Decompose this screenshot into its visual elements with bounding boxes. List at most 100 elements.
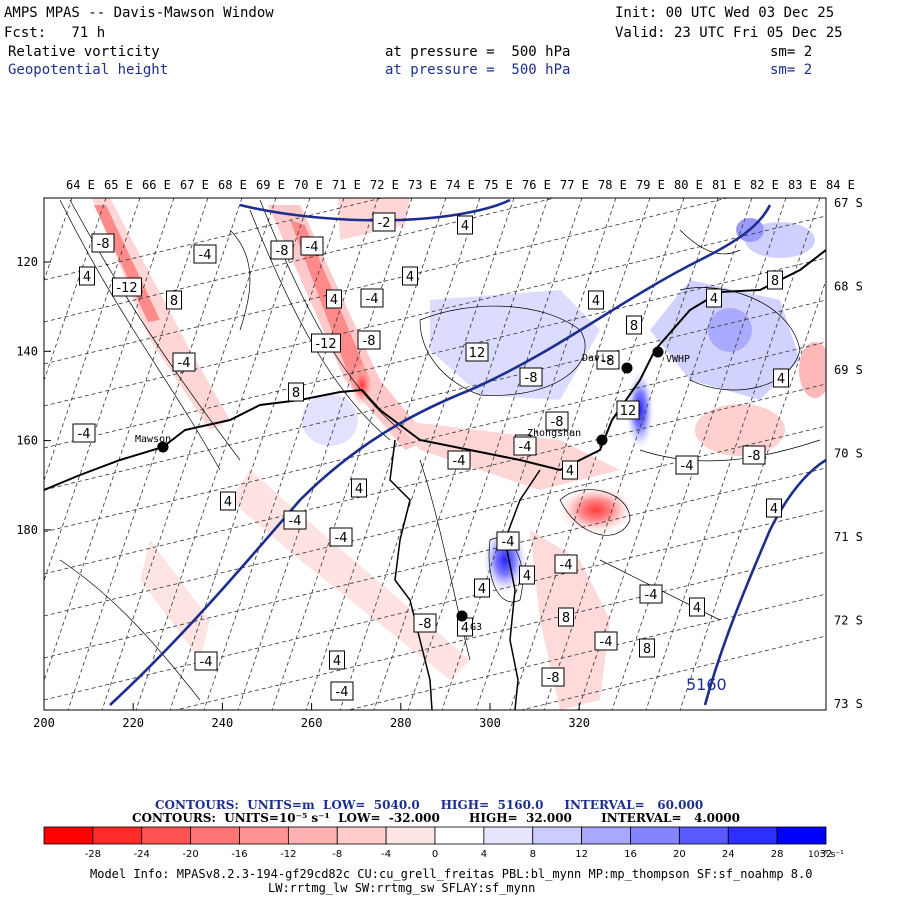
svg-text:8: 8 bbox=[170, 294, 178, 309]
station-zhongshan: Zhongshan bbox=[527, 428, 608, 446]
svg-text:Zhongshan: Zhongshan bbox=[527, 428, 581, 439]
svg-text:-4: -4 bbox=[645, 588, 658, 603]
lon-label: 75 E bbox=[484, 178, 513, 192]
lat-label: 68 S bbox=[834, 280, 863, 294]
colorbar-tick-label: 8 bbox=[530, 849, 536, 860]
vorticity-label: 4 bbox=[588, 290, 604, 310]
vorticity-label: 4 bbox=[474, 578, 490, 598]
svg-text:-8: -8 bbox=[748, 449, 761, 464]
svg-text:-4: -4 bbox=[502, 535, 515, 550]
vorticity-label: 8 bbox=[767, 270, 783, 290]
colorbar-swatch bbox=[141, 826, 192, 845]
vorticity-label: 12 bbox=[465, 342, 489, 362]
vorticity-label: -8 bbox=[413, 613, 437, 633]
colorbar-swatch bbox=[483, 826, 534, 845]
colorbar-units: 10⁻⁵ s⁻¹ bbox=[808, 850, 844, 860]
y-axis-ticks: 120 140 160 180 bbox=[16, 255, 51, 537]
svg-text:-12: -12 bbox=[116, 281, 137, 296]
lat-label: 73 S bbox=[834, 697, 863, 711]
vorticity-label: 4 bbox=[351, 478, 367, 498]
vorticity-label: -4 bbox=[194, 651, 218, 671]
svg-text:8: 8 bbox=[643, 642, 651, 657]
svg-text:8: 8 bbox=[292, 386, 300, 401]
lon-label: 79 E bbox=[636, 178, 665, 192]
x-tick-label: 220 bbox=[122, 716, 144, 730]
x-tick-label: 200 bbox=[33, 716, 55, 730]
lon-label: 76 E bbox=[522, 178, 551, 192]
colorbar-tick-label: 0 bbox=[432, 849, 438, 860]
svg-text:4: 4 bbox=[83, 270, 91, 285]
colorbar-swatch bbox=[776, 826, 827, 845]
field1-smoothing: sm= 2 bbox=[770, 44, 813, 60]
svg-text:-8: -8 bbox=[363, 334, 376, 349]
stations: Mawson Davis VWHP Zhongshan G3 bbox=[135, 346, 690, 633]
x-tick-label: 300 bbox=[479, 716, 501, 730]
svg-text:4: 4 bbox=[592, 294, 600, 309]
colorbar-tick-label: 4 bbox=[481, 849, 487, 860]
graticule bbox=[44, 198, 826, 710]
vorticity-label: -8 bbox=[742, 445, 766, 465]
vorticity-label: 8 bbox=[166, 290, 182, 310]
colorbar-tick-label: 24 bbox=[722, 849, 735, 860]
vorticity-label: -4 bbox=[554, 554, 578, 574]
lon-label: 70 E bbox=[294, 178, 323, 192]
y-tick-label: 120 bbox=[16, 255, 38, 269]
vorticity-label: 4 bbox=[689, 597, 705, 617]
vorticity-label: 4 bbox=[457, 215, 473, 235]
vorticity-label: 4 bbox=[329, 650, 345, 670]
lon-label: 71 E bbox=[332, 178, 361, 192]
model-title: AMPS MPAS -- Davis-Mawson Window bbox=[4, 5, 274, 21]
vorticity-label: 4 bbox=[79, 266, 95, 286]
colorbar-swatch bbox=[532, 826, 583, 845]
lat-label: 70 S bbox=[834, 447, 863, 461]
lon-label: 77 E bbox=[560, 178, 589, 192]
init-time: Init: 00 UTC Wed 03 Dec 25 bbox=[615, 5, 835, 21]
svg-text:4: 4 bbox=[333, 654, 341, 669]
vorticity-label: -4 bbox=[447, 450, 471, 470]
x-tick-label: 260 bbox=[301, 716, 323, 730]
colorbar-tick-label: 16 bbox=[624, 849, 637, 860]
svg-text:-4: -4 bbox=[600, 635, 613, 650]
svg-text:4: 4 bbox=[406, 270, 414, 285]
svg-text:-8: -8 bbox=[419, 617, 432, 632]
svg-text:12: 12 bbox=[620, 404, 637, 419]
station-davis: Davis bbox=[582, 353, 633, 374]
vorticity-label: -4 bbox=[300, 236, 324, 256]
valid-time: Valid: 23 UTC Fri 05 Dec 25 bbox=[615, 25, 843, 41]
colorbar-swatch bbox=[239, 826, 289, 845]
svg-text:G3: G3 bbox=[470, 622, 482, 633]
station-g3: G3 bbox=[456, 610, 482, 633]
vorticity-label: 8 bbox=[288, 382, 304, 402]
lon-label: 83 E bbox=[788, 178, 817, 192]
longitude-labels: 64 E 65 E 66 E 67 E 68 E 69 E 70 E 71 E 72 E 73 E… bbox=[66, 178, 855, 192]
height-contour-label: 5160 bbox=[686, 675, 727, 694]
svg-text:-4: -4 bbox=[681, 459, 694, 474]
colorbar-tick-label: 20 bbox=[673, 849, 686, 860]
svg-text:-2: -2 bbox=[378, 216, 391, 231]
lon-label: 74 E bbox=[446, 178, 475, 192]
lon-label: 64 E bbox=[66, 178, 95, 192]
svg-text:12: 12 bbox=[469, 346, 486, 361]
svg-text:4: 4 bbox=[777, 372, 785, 387]
vorticity-label: -4 bbox=[594, 631, 618, 651]
svg-text:8: 8 bbox=[771, 274, 779, 289]
svg-text:-4: -4 bbox=[453, 454, 466, 469]
vorticity-labels: -8 -12 -4 4 8 -8 -4 4 -12 -4 -8 -4 8 -2 4 4 4 8 4 8 -4 12 -8 -8… bbox=[72, 212, 789, 701]
svg-text:-8: -8 bbox=[525, 371, 538, 386]
svg-text:Mawson: Mawson bbox=[135, 434, 171, 445]
coastline bbox=[44, 249, 826, 710]
lon-label: 73 E bbox=[408, 178, 437, 192]
colorbar-swatch bbox=[581, 826, 631, 845]
vorticity-label: 4 bbox=[402, 266, 418, 286]
svg-text:8: 8 bbox=[630, 319, 638, 334]
svg-text:-8: -8 bbox=[551, 415, 564, 430]
vorticity-label: -4 bbox=[330, 681, 354, 701]
field2-level: at pressure = 500 hPa bbox=[385, 62, 571, 78]
vorticity-label: -4 bbox=[360, 288, 384, 308]
lon-label: 84 E bbox=[826, 178, 855, 192]
lat-label: 71 S bbox=[834, 530, 863, 544]
svg-text:4: 4 bbox=[566, 464, 574, 479]
model-physics: LW:rrtmg_lw SW:rrtmg_sw SFLAY:sf_mynn bbox=[268, 881, 536, 895]
vorticity-label: -4 bbox=[639, 584, 663, 604]
